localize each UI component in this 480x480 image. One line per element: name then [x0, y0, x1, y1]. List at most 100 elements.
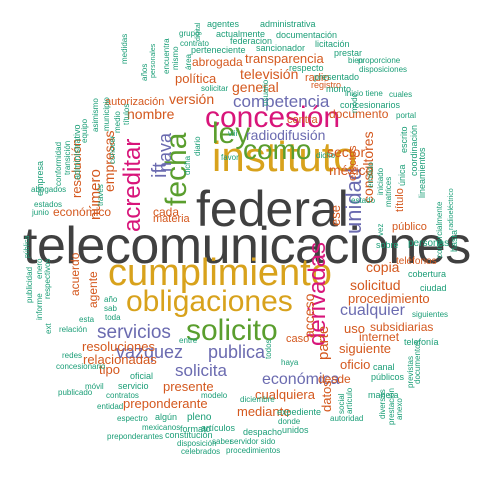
word-telefonos: teléfonos	[396, 256, 437, 267]
word-federacion: federacion	[230, 36, 273, 46]
word-mismo: mismo	[171, 46, 180, 70]
word-mexicanos: mexicanos	[142, 423, 181, 432]
word-radiodifusion: radiodifusión	[246, 127, 326, 143]
word-grupo: grupo	[179, 29, 200, 38]
word-documento: documento	[329, 107, 389, 121]
word-servicio: servicio	[118, 381, 149, 391]
word-unidos: unidos	[282, 425, 309, 435]
word-oficio: oficio	[340, 357, 371, 372]
word-ley: ley	[212, 117, 251, 150]
word-titulo: título	[394, 188, 406, 212]
word-transicion: transición	[63, 140, 72, 175]
word-todos: todos	[264, 339, 273, 359]
word-economica: económica	[262, 371, 340, 388]
word-vez: vez	[376, 223, 385, 236]
word-escrito: escrito	[399, 126, 409, 153]
word-traves: través	[96, 184, 105, 206]
word-anexo: anexo	[395, 398, 404, 420]
word-movil: móvil	[85, 382, 104, 391]
word-solicitud: solicitud	[350, 277, 401, 293]
word-resoluciones: resoluciones	[82, 339, 155, 354]
word-transparencia: transparencia	[245, 51, 324, 66]
word-inicio-tiene: inicio tiene	[345, 89, 383, 98]
word-respectivos: respectivos	[43, 258, 52, 299]
word-anos: años	[140, 63, 149, 81]
word-procedimientos: procedimientos	[226, 446, 281, 455]
word-federal: federal	[196, 181, 349, 237]
word-servicios: servicios	[97, 322, 171, 343]
word-siguiente: siguiente	[339, 341, 392, 356]
word-politica: política	[175, 71, 217, 86]
word-cumplimiento: cumplimiento	[108, 252, 332, 294]
word-viii: viii	[228, 129, 238, 138]
word-acceso: acceso	[301, 293, 317, 338]
word-cobertura: cobertura	[408, 269, 447, 279]
word-iniciado: iniciado	[376, 167, 385, 195]
word-instituto: instituto	[212, 133, 357, 180]
word-copia: copia	[366, 259, 400, 275]
word-proporcione: proporcione	[358, 56, 401, 65]
word-pleno: pleno	[187, 412, 212, 423]
word-diario: diario	[193, 136, 202, 156]
word-oficial: oficial	[130, 371, 154, 381]
word-contrato: contrato	[180, 39, 209, 48]
word-abogados: abogados	[31, 185, 67, 194]
word-municipio: municipio	[102, 97, 111, 131]
word-nava: nava	[155, 132, 175, 172]
word-publicidad: publicidad	[25, 266, 34, 303]
word-comercialmente: comercialmente	[435, 201, 444, 258]
word-portal: portal	[396, 111, 417, 120]
word-cuales: cuales	[389, 90, 413, 99]
word-radioelectrico: radioeléctrico	[448, 188, 455, 230]
word-esta: esta	[79, 315, 95, 324]
word-abrogada: abrogada	[192, 55, 243, 69]
word-conocer: conocer	[108, 135, 117, 164]
word-publicado: publicado	[58, 388, 93, 397]
word-television: televisión	[240, 66, 299, 82]
word-sobre: sobre	[376, 240, 399, 250]
word-modo: modo	[350, 92, 359, 113]
word-nombre: nombre	[127, 106, 175, 122]
word-cada: cada	[153, 205, 180, 219]
word-ciudad: ciudad	[420, 283, 447, 293]
word-unica: única	[397, 164, 407, 186]
word-estados: estados	[34, 200, 63, 209]
word-articulos: artículos	[201, 423, 236, 433]
word-disposiciones: disposiciones	[359, 65, 408, 74]
word-procedimiento: procedimiento	[348, 291, 430, 306]
word-monto: monto	[326, 84, 352, 94]
word-internet: internet	[359, 330, 400, 344]
word-celebrados: celebrados	[181, 447, 221, 456]
word-presentado: presentado	[314, 72, 360, 82]
word-emitido: emitido	[366, 162, 375, 188]
word-enero: enero	[35, 258, 44, 279]
word-publico: público	[392, 221, 427, 233]
word-personas: personas	[408, 238, 450, 249]
word-constitucion: constitución	[165, 430, 213, 440]
word-respecto: respecto	[289, 63, 324, 73]
word-donde: donde	[278, 417, 301, 426]
word-conformidad: conformidad	[54, 141, 63, 186]
word-publica: publica	[208, 342, 266, 362]
word-telefonia: telefonía	[404, 337, 439, 347]
word-mexico: méxico	[329, 162, 374, 178]
word-solicitar: solicitar	[201, 84, 229, 93]
word-documentos: documentos	[413, 340, 422, 384]
word-medio: medio	[113, 111, 122, 133]
word-agente: agente	[86, 271, 100, 308]
word-ano: año	[104, 295, 118, 304]
word-acuerdo: acuerdo	[68, 252, 82, 296]
word-concesionarios: concesionarios	[340, 100, 401, 110]
word-acreditar: acreditar	[119, 138, 146, 232]
word-presente: presente	[163, 379, 214, 394]
word-dicho: dicho	[316, 151, 336, 160]
word-lineamientos: lineamientos	[417, 147, 427, 198]
word-sancionador: sancionador	[256, 43, 306, 53]
word-saber: saber	[212, 437, 233, 446]
word-empresa: empresa	[35, 160, 45, 196]
word-telecomunicaciones: telecomunicaciones	[23, 217, 471, 275]
word-relacion: relación	[59, 325, 88, 334]
word-canal: canal	[373, 362, 395, 372]
word-social: social	[337, 393, 346, 414]
